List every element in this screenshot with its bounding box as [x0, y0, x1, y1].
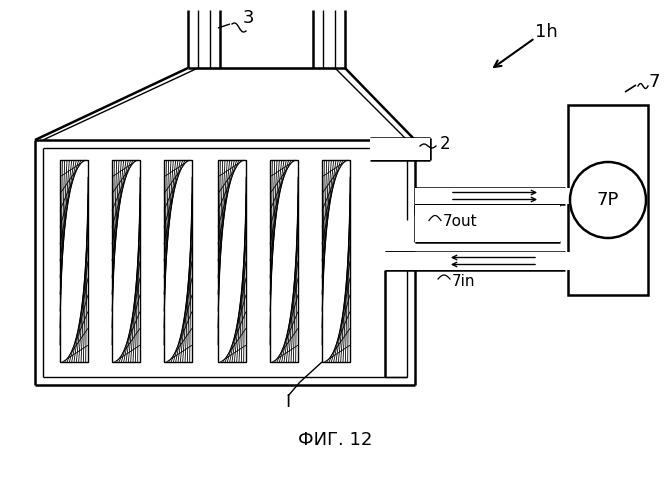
Bar — [112, 160, 140, 362]
Bar — [270, 160, 298, 362]
Text: I: I — [285, 393, 291, 411]
Bar — [270, 160, 298, 362]
Text: 7P: 7P — [597, 191, 619, 209]
Bar — [218, 160, 246, 362]
Bar — [60, 160, 88, 362]
Text: 3: 3 — [243, 9, 254, 27]
Text: 2: 2 — [440, 135, 451, 153]
Bar — [60, 160, 88, 362]
Bar — [385, 252, 570, 270]
Bar — [415, 205, 560, 242]
Text: 1h: 1h — [535, 23, 557, 41]
Bar — [112, 160, 140, 362]
Bar — [164, 160, 192, 362]
Text: ФИГ. 12: ФИГ. 12 — [297, 431, 373, 449]
Text: 7out: 7out — [443, 214, 478, 229]
Bar — [218, 160, 246, 362]
Bar — [322, 160, 350, 362]
Bar — [370, 138, 430, 160]
Bar — [415, 188, 570, 204]
Text: 7in: 7in — [452, 274, 476, 289]
Bar — [568, 105, 648, 295]
Bar — [322, 160, 350, 362]
Bar — [164, 160, 192, 362]
Text: 7: 7 — [648, 73, 659, 91]
